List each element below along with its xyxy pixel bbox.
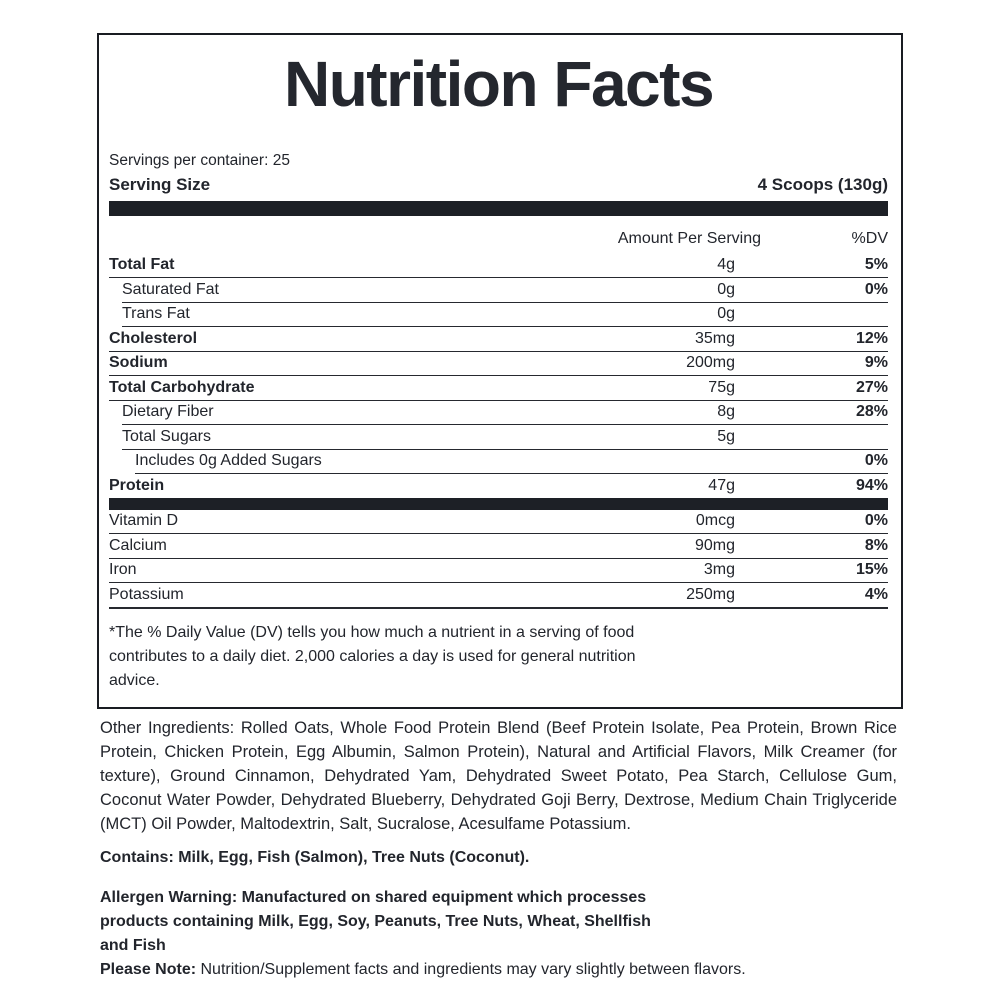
micronutrient-row-iron: Iron 3mg 15% xyxy=(109,559,888,584)
servings-per-container: Servings per container: 25 xyxy=(109,152,290,170)
nutrient-name: Protein xyxy=(109,476,165,494)
allergen-warning-line: and Fish xyxy=(100,937,166,954)
nutrient-amount: 200mg xyxy=(686,354,735,372)
nutrient-dv: 8% xyxy=(864,536,888,554)
nutrient-row-added-sugars: Includes 0g Added Sugars 0% xyxy=(135,450,888,475)
nutrient-name: Cholesterol xyxy=(109,329,198,347)
nutrition-facts-panel: Nutrition Facts Servings per container: … xyxy=(97,33,903,709)
please-note-text: Nutrition/Supplement facts and ingredien… xyxy=(200,961,746,978)
nutrient-amount: 75g xyxy=(708,378,735,396)
nutrient-name: Total Carbohydrate xyxy=(109,378,255,396)
nutrient-dv: 5% xyxy=(864,256,888,274)
panel-title: Nutrition Facts xyxy=(283,48,715,120)
nutrient-row-dietary-fiber: Dietary Fiber 8g 28% xyxy=(122,401,888,426)
nutrient-amount: 3mg xyxy=(703,561,735,579)
nutrient-row-cholesterol: Cholesterol 35mg 12% xyxy=(109,327,888,352)
nutrient-name: Includes 0g Added Sugars xyxy=(135,452,322,470)
micronutrient-row-calcium: Calcium 90mg 8% xyxy=(109,534,888,559)
nutrient-name: Total Sugars xyxy=(122,427,211,445)
nutrient-row-total-fat: Total Fat 4g 5% xyxy=(109,254,888,279)
nutrient-amount: 90mg xyxy=(694,536,735,554)
nutrient-name: Potassium xyxy=(109,585,184,603)
nutrient-amount: 35mg xyxy=(694,329,735,347)
nutrient-amount: 0g xyxy=(717,280,735,298)
nutrient-dv: 0% xyxy=(864,512,888,530)
other-ingredients-text: Other Ingredients: Rolled Oats, Whole Fo… xyxy=(100,719,897,833)
nutrient-dv: 4% xyxy=(864,585,888,603)
please-note-label: Please Note: xyxy=(100,961,197,978)
nutrient-dv: 0% xyxy=(864,280,888,298)
nutrient-dv: 28% xyxy=(855,403,888,421)
nutrient-dv: 94% xyxy=(855,476,888,494)
nutrient-amount: 47g xyxy=(708,476,735,494)
serving-size-divider-bar xyxy=(109,201,888,217)
nutrient-name: Vitamin D xyxy=(109,512,179,530)
nutrient-name: Saturated Fat xyxy=(122,280,219,298)
nutrient-row-total-carbohydrate: Total Carbohydrate 75g 27% xyxy=(109,376,888,401)
micronutrient-row-potassium: Potassium 250mg 4% xyxy=(109,583,888,609)
nutrient-name: Total Fat xyxy=(109,256,175,274)
column-header-row: Amount Per Serving %DV xyxy=(109,226,888,254)
supplement-info-section: Other Ingredients: Rolled Oats, Whole Fo… xyxy=(100,716,897,982)
nutrient-name: Dietary Fiber xyxy=(122,403,214,421)
nutrient-amount: 8g xyxy=(717,403,735,421)
nutrient-name: Iron xyxy=(109,561,137,579)
nutrient-row-total-sugars: Total Sugars 5g xyxy=(122,425,888,450)
nutrient-amount: 5g xyxy=(717,427,735,445)
nutrient-dv: 15% xyxy=(855,561,888,579)
header-amount-per-serving: Amount Per Serving xyxy=(617,229,761,247)
daily-value-footnote: *The % Daily Value (DV) tells you how mu… xyxy=(109,623,636,689)
nutrient-dv: 9% xyxy=(864,354,888,372)
please-note: Please Note: Nutrition/Supplement facts … xyxy=(100,958,897,982)
nutrient-dv: 0% xyxy=(864,452,888,470)
nutrient-name: Trans Fat xyxy=(122,305,190,323)
allergen-warning: Allergen Warning: Manufactured on shared… xyxy=(100,886,897,958)
nutrient-amount: 250mg xyxy=(686,585,735,603)
nutrient-row-saturated-fat: Saturated Fat 0g 0% xyxy=(122,278,888,303)
nutrient-amount: 0g xyxy=(717,305,735,323)
nutrient-row-protein: Protein 47g 94% xyxy=(109,474,888,498)
serving-size-value: 4 Scoops (130g) xyxy=(757,175,888,195)
serving-size-row: Serving Size 4 Scoops (130g) xyxy=(109,175,888,195)
nutrient-dv: 27% xyxy=(855,378,888,396)
allergen-warning-line: products containing Milk, Egg, Soy, Pean… xyxy=(100,913,651,930)
nutrient-name: Sodium xyxy=(109,354,168,372)
micronutrient-row-vitamin-d: Vitamin D 0mcg 0% xyxy=(109,510,888,535)
protein-divider-bar xyxy=(109,497,888,510)
header-dv: %DV xyxy=(851,229,888,247)
serving-size-label: Serving Size xyxy=(109,175,211,195)
contains-statement: Contains: Milk, Egg, Fish (Salmon), Tree… xyxy=(100,849,530,866)
nutrient-amount: 4g xyxy=(717,256,735,274)
nutrient-name: Calcium xyxy=(109,536,167,554)
nutrient-dv: 12% xyxy=(855,329,888,347)
nutrient-amount: 0mcg xyxy=(695,512,735,530)
nutrient-row-trans-fat: Trans Fat 0g xyxy=(122,303,888,328)
allergen-warning-line: Allergen Warning: Manufactured on shared… xyxy=(100,889,647,906)
nutrient-row-sodium: Sodium 200mg 9% xyxy=(109,352,888,377)
